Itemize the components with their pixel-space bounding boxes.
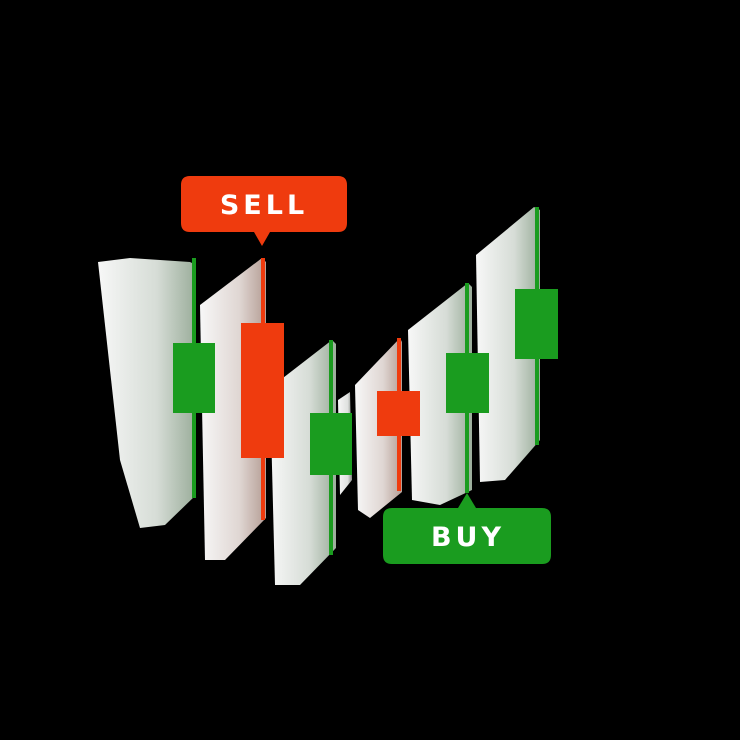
candle-body [446, 353, 489, 413]
candle-3 [310, 340, 352, 555]
candle-5 [446, 283, 489, 493]
shadow-panel [476, 207, 540, 482]
sell-badge-shape [181, 176, 347, 246]
candle-2 [241, 258, 284, 520]
candle-1 [173, 258, 215, 498]
candle-4 [377, 338, 420, 491]
candle-body [515, 289, 558, 359]
buy-badge-shape [383, 493, 551, 564]
sell-label: SELL [220, 190, 308, 221]
buy-label: BUY [431, 522, 505, 553]
candle-6 [515, 207, 558, 445]
candle-body [310, 413, 352, 475]
shadow-panel [270, 340, 336, 585]
shadow-panel [408, 283, 472, 505]
candle-group [173, 207, 558, 555]
shadow-panel [98, 258, 196, 528]
buy-badge: BUY [383, 493, 551, 564]
candle-body [241, 323, 284, 458]
candle-body [173, 343, 215, 413]
candle-body [377, 391, 420, 436]
sell-badge: SELL [181, 176, 347, 246]
